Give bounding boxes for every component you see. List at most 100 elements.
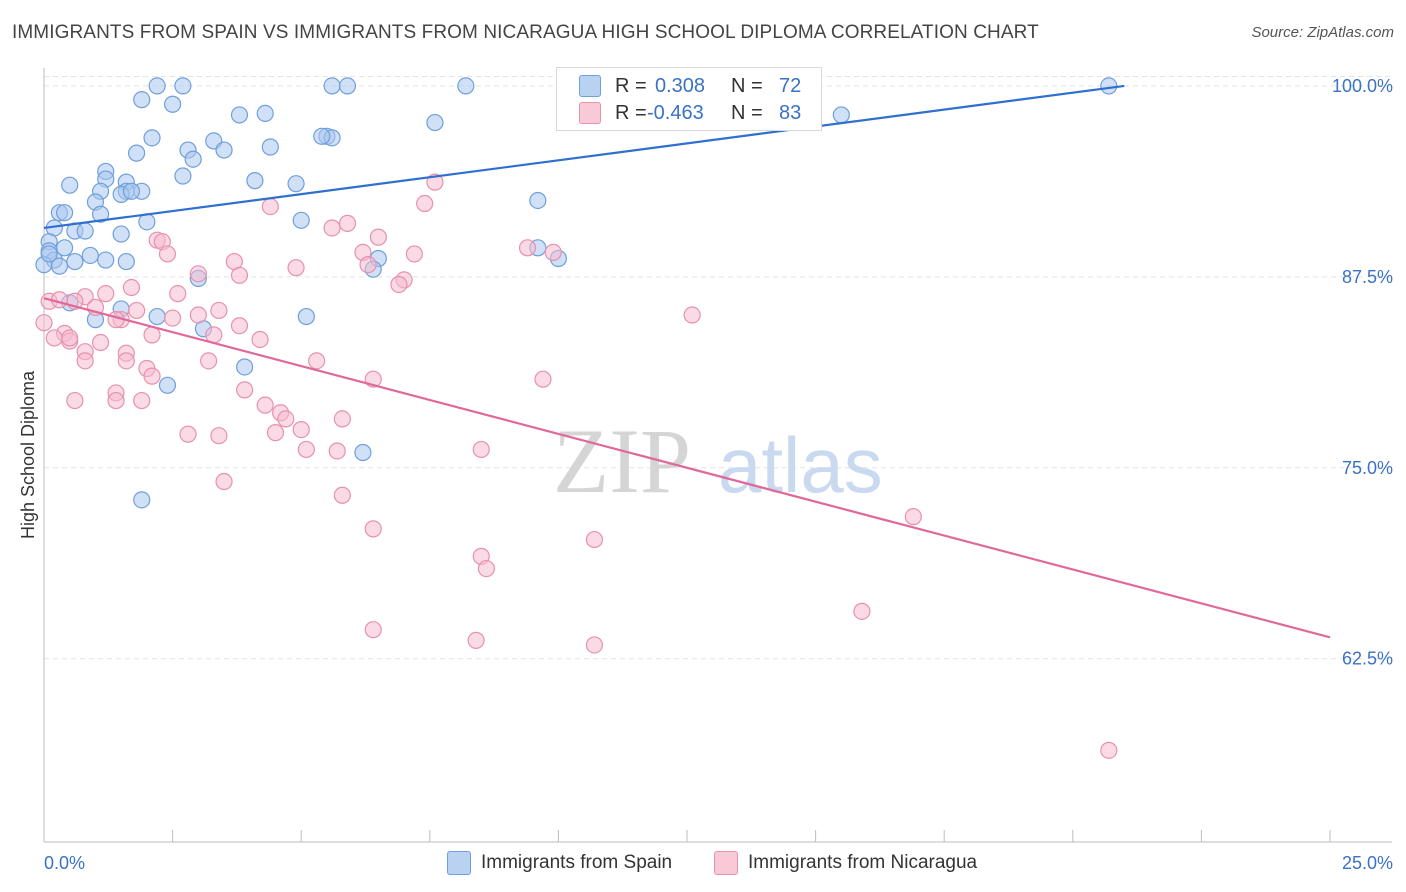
watermark: ZIP atlas	[553, 410, 883, 512]
spain-point	[55, 204, 74, 222]
spain-point	[287, 175, 305, 193]
nicaragua-point	[308, 352, 326, 370]
spain-point	[457, 77, 475, 95]
bottom-legend-spain: Immigrants from Spain	[447, 851, 672, 875]
spain-point	[148, 307, 166, 326]
nicaragua-point	[200, 352, 218, 370]
bottom-legend-nicaragua: Immigrants from Nicaragua	[714, 851, 977, 875]
axes	[43, 68, 1392, 843]
spain-point	[529, 191, 547, 210]
bottom-legend-label-spain: Immigrants from Spain	[481, 852, 673, 873]
nicaragua-point	[287, 259, 305, 277]
spain-trend-line	[43, 84, 1125, 230]
spain-point	[164, 95, 182, 113]
nicaragua-point	[230, 317, 249, 335]
nicaragua-point	[585, 530, 604, 549]
spain-point	[61, 176, 79, 194]
tick-labels: 62.5% 75.0% 87.5% 100.0% 0.0% 25.0%	[44, 76, 1393, 873]
spain-point	[97, 251, 115, 269]
spain-point	[76, 222, 94, 240]
nicaragua-point	[333, 410, 351, 428]
nicaragua-point	[390, 275, 408, 294]
nicaragua-point	[189, 265, 207, 283]
nicaragua-point	[179, 425, 197, 443]
nicaragua-point	[76, 352, 94, 370]
spain-point	[66, 252, 84, 271]
nicaragua-point	[127, 301, 146, 320]
nicaragua-point	[585, 636, 604, 654]
legend-r-label: R =	[615, 74, 647, 97]
spain-point	[215, 141, 233, 159]
spain-point	[127, 144, 146, 162]
nicaragua-point	[230, 266, 249, 284]
nicaragua-point	[904, 508, 922, 526]
nicaragua-point	[853, 602, 871, 620]
x-tick-label: 0.0%	[44, 853, 85, 873]
correlation-legend: R = 0.308 N = 72 R = -0.463 N = 83	[556, 67, 822, 131]
nicaragua-point	[251, 330, 269, 349]
bottom-legend-swatch-spain	[447, 851, 471, 875]
nicaragua-point	[107, 391, 125, 410]
spain-point	[184, 150, 202, 168]
nicaragua-point	[477, 559, 495, 578]
nicaragua-point	[133, 391, 151, 410]
nicaragua-point	[236, 381, 254, 399]
spain-point	[50, 257, 69, 275]
y-tick-label: 62.5%	[1342, 649, 1393, 669]
nicaragua-point	[45, 329, 63, 347]
spain-point	[91, 205, 110, 223]
nicaragua-point	[359, 256, 377, 274]
watermark-zip: ZIP	[553, 410, 691, 512]
nicaragua-point	[472, 440, 490, 459]
legend-r-label: R =	[615, 101, 647, 124]
series-spain-points	[35, 77, 1118, 509]
nicaragua-point	[91, 333, 110, 352]
legend-n-label: N =	[731, 74, 763, 97]
spain-point	[122, 182, 141, 200]
nicaragua-point	[323, 219, 341, 237]
chart-title: IMMIGRANTS FROM SPAIN VS IMMIGRANTS FROM…	[12, 22, 1039, 43]
nicaragua-point	[35, 314, 53, 332]
bottom-legend-swatch-nicaragua	[714, 851, 738, 875]
spain-point	[174, 167, 192, 185]
nicaragua-point	[297, 440, 315, 459]
spain-point	[81, 246, 99, 265]
bottom-legend-label-nicaragua: Immigrants from Nicaragua	[748, 852, 978, 873]
nicaragua-trend-line	[43, 297, 1331, 639]
spain-point	[40, 245, 58, 263]
spain-point	[354, 443, 372, 462]
nicaragua-point	[369, 228, 387, 246]
spain-point	[133, 491, 151, 509]
nicaragua-point	[518, 239, 537, 257]
nicaragua-point	[61, 329, 79, 347]
y-tick-label: 100.0%	[1332, 76, 1393, 96]
nicaragua-point	[328, 442, 346, 460]
nicaragua-point	[117, 352, 135, 370]
nicaragua-point	[534, 370, 552, 388]
legend-row-nicaragua: R = -0.463 N = 83	[579, 100, 801, 126]
nicaragua-point	[210, 427, 228, 445]
nicaragua-point	[189, 306, 207, 324]
nicaragua-point	[215, 472, 233, 491]
nicaragua-point	[338, 214, 357, 232]
spain-point	[297, 307, 315, 326]
legend-n-label: N =	[731, 101, 763, 124]
nicaragua-point	[266, 424, 285, 442]
y-axis-label: High School Diploma	[18, 370, 38, 539]
spain-point	[323, 77, 341, 95]
spain-point	[112, 225, 130, 243]
nicaragua-point	[544, 243, 562, 262]
spain-point	[158, 376, 177, 394]
spain-point	[143, 129, 161, 147]
spain-point	[117, 252, 135, 271]
nicaragua-point	[405, 245, 423, 263]
nicaragua-point	[210, 301, 228, 320]
nicaragua-point	[164, 309, 182, 327]
spain-point	[236, 358, 254, 376]
spain-point	[1100, 77, 1118, 95]
spain-point	[313, 127, 331, 145]
legend-row-spain: R = 0.308 N = 72	[579, 73, 801, 99]
spain-point	[133, 91, 151, 109]
nicaragua-point	[122, 278, 141, 297]
spain-point	[338, 77, 357, 95]
